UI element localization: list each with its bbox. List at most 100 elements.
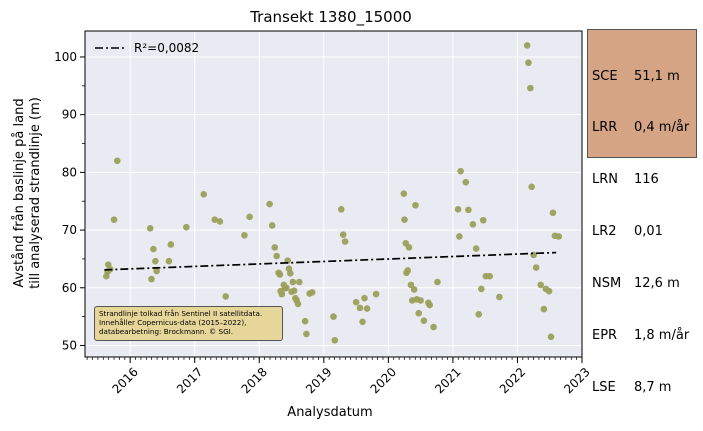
- x-tick-label: 2023: [561, 365, 592, 396]
- stat-key: NSM: [592, 276, 622, 292]
- data-point: [528, 183, 535, 191]
- y-axis-label-line-2: till analyserad strandlinje (m): [28, 97, 43, 289]
- y-tick-label: 50: [62, 338, 77, 352]
- data-point: [286, 270, 294, 277]
- credit-line: Innehåller Copernicus-data (2015–2022),: [99, 317, 247, 327]
- data-point: [465, 206, 472, 214]
- data-point: [456, 233, 463, 240]
- data-point: [530, 251, 537, 259]
- data-point: [148, 275, 155, 283]
- data-point: [352, 298, 360, 306]
- stat-value: 116: [634, 172, 659, 188]
- x-tick-label: 2021: [432, 365, 463, 396]
- data-point: [537, 281, 544, 289]
- data-point: [462, 178, 470, 186]
- data-point: [216, 218, 224, 225]
- stat-value: 1,8 m/år: [634, 328, 690, 344]
- stat-value: 0,01: [634, 224, 663, 240]
- statistics-box: SCE 51,1 m LRR 0,4 m/år LRN 116 LR2 0,01 NSM…: [587, 29, 697, 395]
- data-point: [295, 278, 303, 286]
- data-point: [266, 200, 273, 208]
- plot-area: [85, 31, 582, 357]
- data-point: [457, 167, 464, 175]
- data-point: [290, 287, 298, 294]
- data-point: [407, 281, 415, 289]
- stat-row: NSM 12,6 m: [592, 275, 692, 292]
- data-point: [222, 293, 230, 300]
- stat-value: 0,4 m/år: [634, 120, 690, 136]
- data-point: [150, 245, 157, 253]
- data-point: [426, 301, 433, 309]
- data-point: [183, 223, 190, 231]
- legend-label: R²=0,0082: [134, 41, 199, 55]
- data-point: [410, 286, 418, 293]
- data-point: [496, 293, 503, 301]
- data-point: [549, 209, 557, 217]
- data-point: [289, 278, 297, 286]
- data-point: [273, 252, 281, 260]
- x-axis-label: Analysdatum: [287, 405, 372, 420]
- data-point: [527, 84, 534, 92]
- stat-key: LR2: [592, 224, 617, 240]
- plot-frame: [84, 30, 583, 358]
- data-point: [404, 267, 412, 274]
- data-point: [241, 231, 248, 239]
- data-point: [479, 216, 487, 224]
- stat-row: LR2 0,01: [592, 223, 692, 240]
- data-point: [372, 290, 380, 298]
- x-tick-label: 2019: [303, 365, 334, 396]
- trend-line: [104, 251, 557, 271]
- y-tick-label: 70: [62, 223, 77, 237]
- data-point: [405, 244, 413, 251]
- stat-value: 51,1 m: [634, 68, 680, 84]
- data-point: [283, 284, 290, 292]
- stat-row: LRN 116: [592, 171, 692, 188]
- data-point: [294, 300, 302, 308]
- chart-title: Transekt 1380_15000: [249, 8, 412, 27]
- data-point: [540, 305, 548, 313]
- data-point: [113, 157, 121, 165]
- data-point: [545, 287, 553, 295]
- data-point: [472, 245, 480, 252]
- x-tick-label: 2016: [109, 365, 140, 396]
- stat-key: LSE: [592, 379, 616, 395]
- y-tick-label: 60: [62, 281, 77, 295]
- data-point: [337, 205, 345, 213]
- data-point: [110, 216, 118, 223]
- stat-row: SCE 51,1 m: [592, 68, 692, 85]
- stat-key: SCE: [592, 68, 618, 84]
- data-point: [475, 311, 483, 318]
- data-point: [146, 225, 154, 232]
- data-point: [339, 231, 347, 238]
- stat-key: LRN: [592, 172, 618, 188]
- y-tick-label: 80: [62, 165, 77, 179]
- data-point: [400, 190, 408, 198]
- data-point: [420, 317, 428, 324]
- data-point: [523, 42, 531, 49]
- x-tick-label: 2018: [239, 365, 270, 396]
- y-axis-label: Avstånd från baslinje på land till analy…: [12, 97, 43, 289]
- stat-value: 12,6 m: [634, 276, 680, 292]
- data-point: [308, 289, 316, 296]
- x-tick-label: 2020: [368, 365, 399, 396]
- stat-row: LRR 0,4 m/år: [592, 119, 692, 136]
- y-axis-label-line-1: Avstånd från baslinje på land: [12, 98, 27, 287]
- data-point: [412, 201, 419, 209]
- data-point: [478, 285, 485, 293]
- data-point: [417, 297, 424, 304]
- data-point: [165, 257, 173, 265]
- gridlines: [85, 31, 583, 357]
- data-point: [363, 305, 371, 312]
- data-point: [469, 220, 477, 228]
- data-point: [331, 336, 339, 344]
- y-tick-label: 100: [54, 50, 77, 64]
- credit-line: Strandlinje tolkad från Sentinel II sate…: [99, 308, 263, 318]
- data-point: [401, 216, 408, 223]
- stat-value: 8,7 m: [634, 379, 672, 395]
- data-point: [330, 313, 337, 320]
- data-point: [341, 238, 349, 245]
- data-point: [525, 59, 532, 67]
- data-point: [486, 272, 494, 280]
- data-point: [268, 222, 276, 229]
